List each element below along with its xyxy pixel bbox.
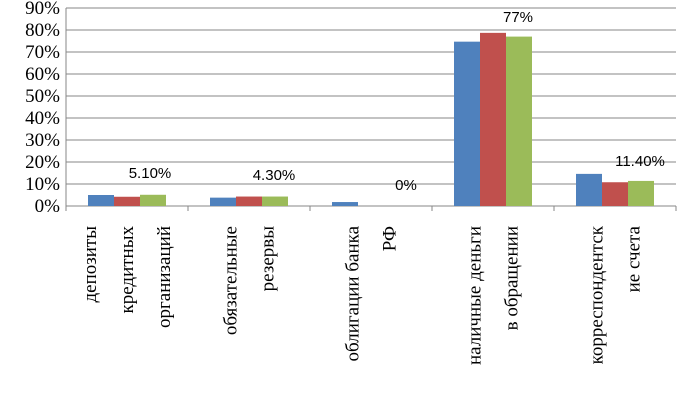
bar xyxy=(332,202,358,206)
bar xyxy=(88,195,114,206)
x-tick-label-line: корреспондентск xyxy=(587,225,608,364)
x-tick-label-line: РФ xyxy=(380,226,401,251)
y-tick-label: 80% xyxy=(25,20,60,41)
bar xyxy=(236,196,262,206)
y-tick-label: 0% xyxy=(35,196,61,217)
y-tick-label: 10% xyxy=(25,174,60,195)
x-tick-label-line: облигации банка xyxy=(343,225,364,361)
bar xyxy=(506,36,532,206)
y-tick-label: 50% xyxy=(25,86,60,107)
x-tick-label-line: кредитных xyxy=(117,226,138,314)
x-tick-label-line: ие счета xyxy=(624,225,645,292)
y-tick-label: 20% xyxy=(25,152,60,173)
bar xyxy=(262,196,288,206)
y-tick-label: 40% xyxy=(25,108,60,129)
x-tick-label-line: резервы xyxy=(258,226,279,292)
x-tick-label-line: обязательные xyxy=(221,226,242,335)
bar xyxy=(210,197,236,206)
y-tick-label: 70% xyxy=(25,42,60,63)
x-tick-label: облигации банка РФ xyxy=(343,225,401,361)
x-tick-label: депозиты кредитных организаций xyxy=(80,226,175,329)
y-tick-label: 30% xyxy=(25,130,60,151)
y-tick-label: 60% xyxy=(25,64,60,85)
data-label: 4.30% xyxy=(253,167,296,184)
bar xyxy=(140,194,166,206)
bar xyxy=(602,182,628,206)
x-tick-label-line: наличные деньги xyxy=(465,226,486,365)
x-tick-label-line: депозиты xyxy=(80,226,101,303)
data-label: 77% xyxy=(503,9,533,26)
y-tick-label: 90% xyxy=(25,0,60,19)
x-tick-label: обязательные резервы xyxy=(221,226,279,335)
x-tick-label: наличные деньги в обращении xyxy=(465,226,523,365)
bar xyxy=(628,180,654,206)
x-tick-label-line: организаций xyxy=(154,226,175,328)
data-label: 5.10% xyxy=(129,165,172,182)
x-tick-label: корреспондентск ие счета xyxy=(587,225,645,364)
bar xyxy=(454,41,480,206)
bar xyxy=(576,173,602,206)
bar xyxy=(480,32,506,206)
x-tick-label-line: в обращении xyxy=(502,226,523,330)
data-label: 0% xyxy=(395,177,417,194)
data-label: 11.40% xyxy=(615,153,665,170)
bar xyxy=(114,196,140,206)
